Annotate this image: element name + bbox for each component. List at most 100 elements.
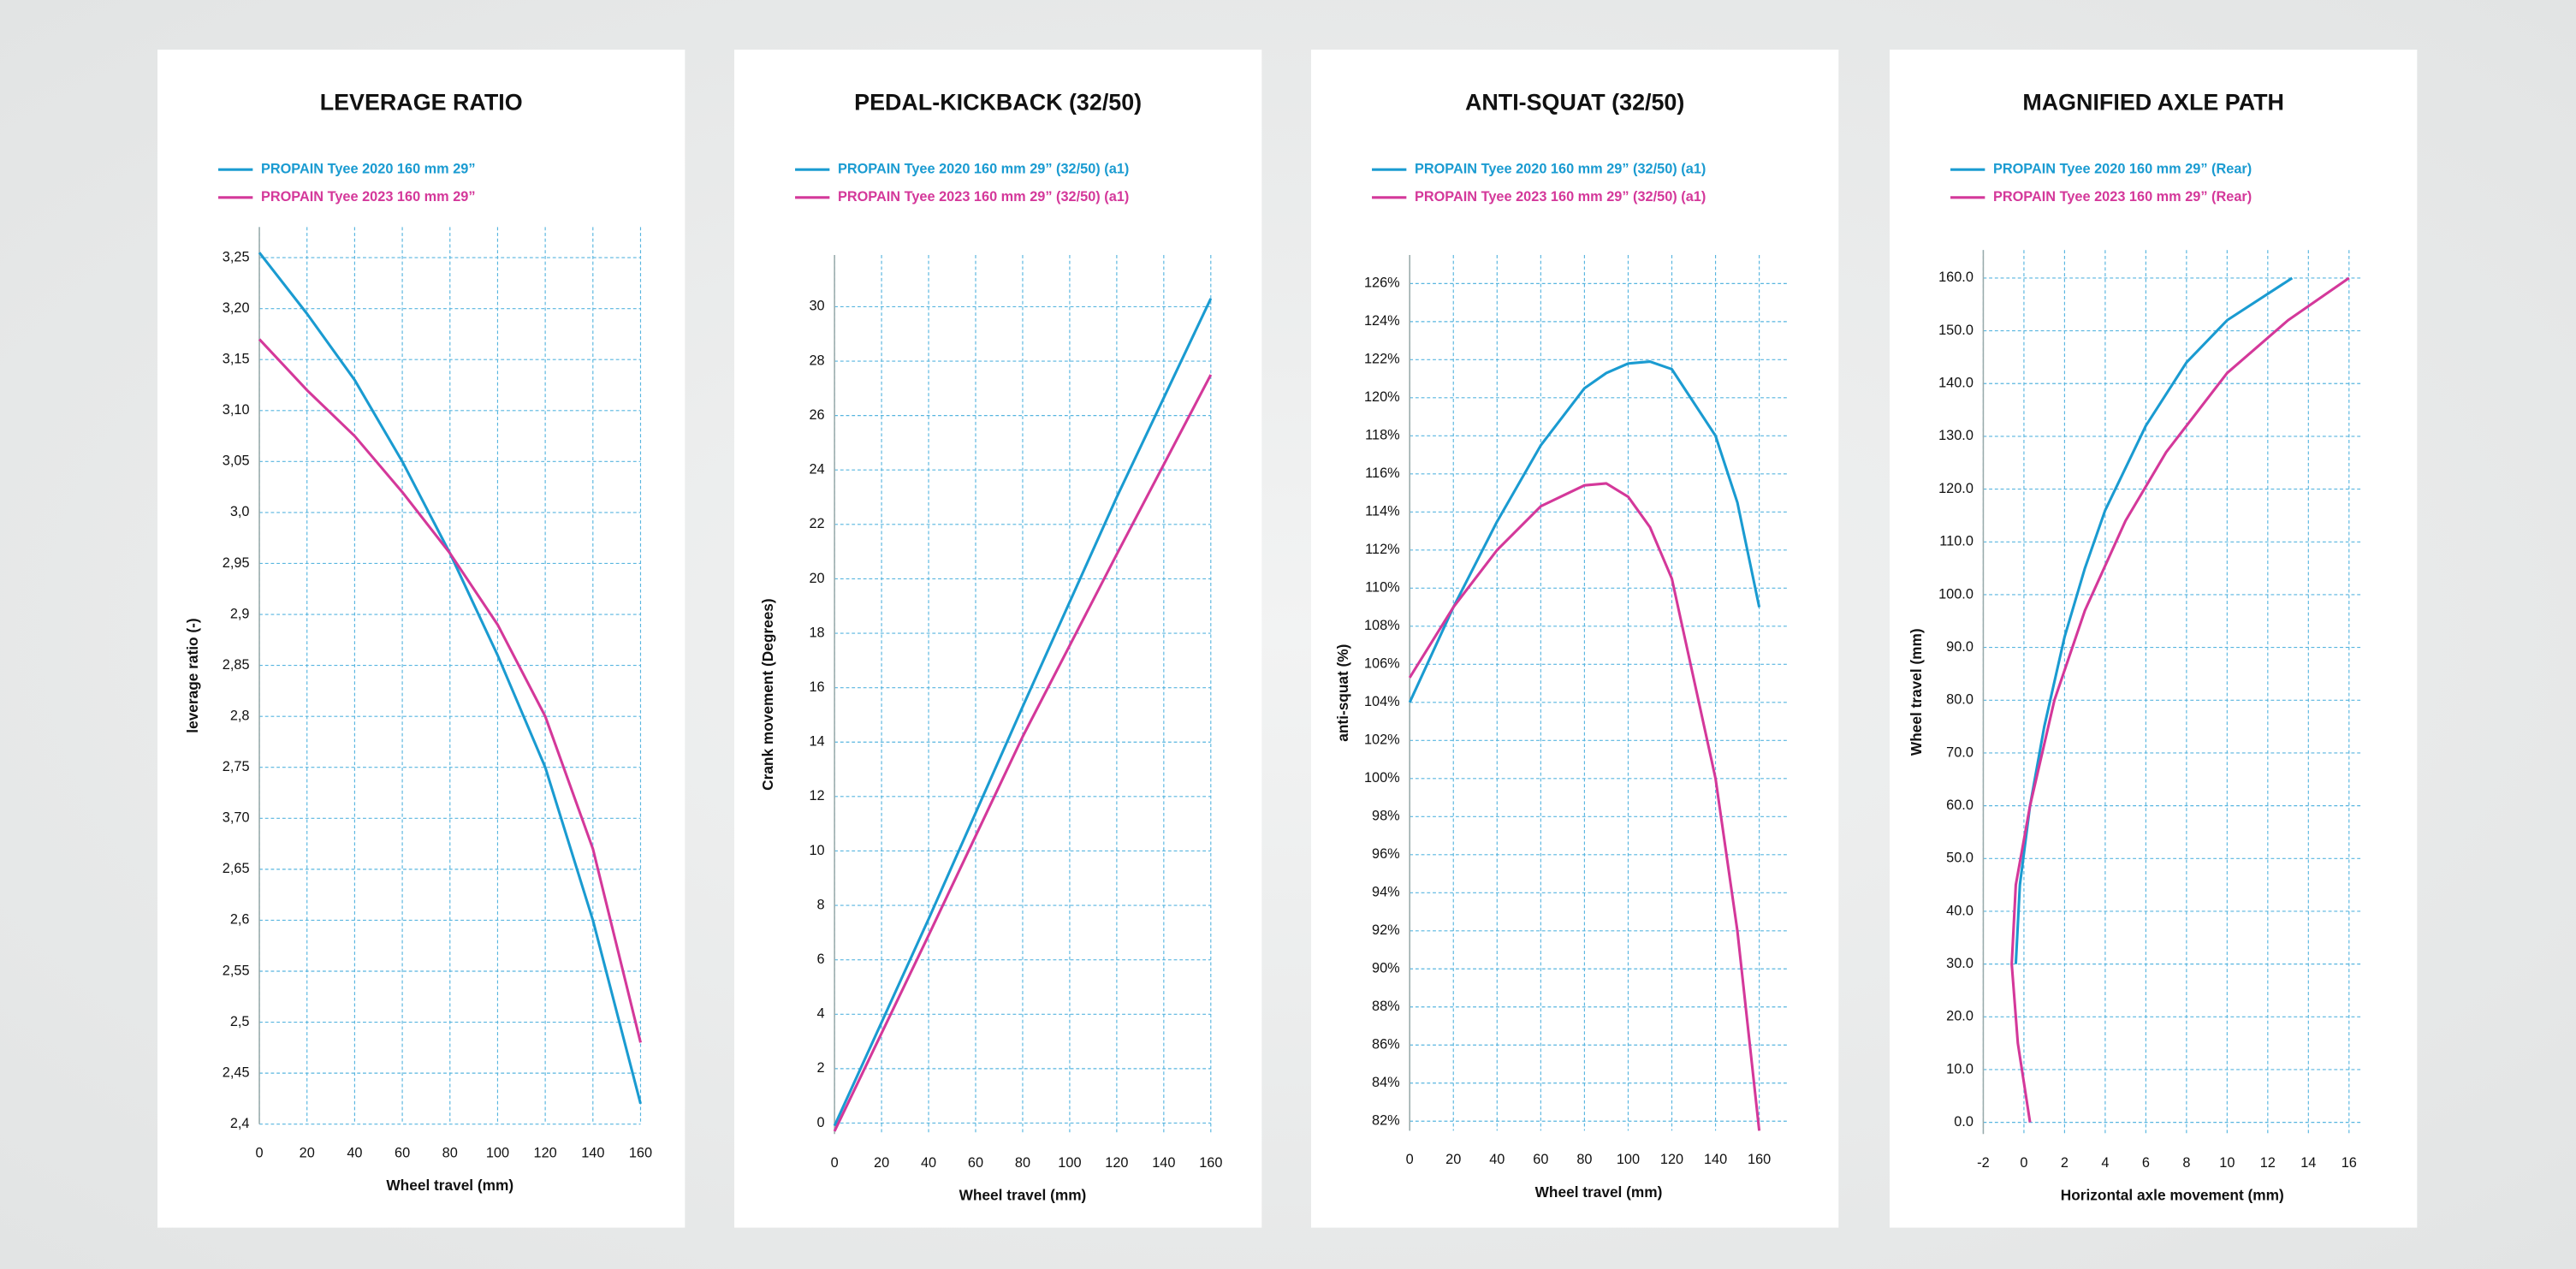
y-tick-label: 14 <box>809 734 824 750</box>
y-axis-label: Crank movement (Degrees) <box>759 598 776 791</box>
y-tick-label: 82% <box>1372 1113 1400 1129</box>
y-tick-label: 92% <box>1372 922 1400 938</box>
x-tick-label: 120 <box>534 1146 557 1161</box>
x-tick-label: 10 <box>2219 1155 2235 1171</box>
y-tick-label: 122% <box>1364 352 1400 367</box>
x-axis-label: Wheel travel (mm) <box>959 1187 1087 1204</box>
legend-label: PROPAIN Tyee 2023 160 mm 29” (Rear) <box>1993 189 2252 205</box>
y-tick-label: 2,9 <box>230 606 250 621</box>
y-tick-label: 0.0 <box>1954 1114 1974 1130</box>
y-tick-label: 20 <box>809 571 824 586</box>
y-tick-label: 160.0 <box>1938 270 1974 285</box>
series-line <box>258 338 642 1043</box>
x-tick-label: 20 <box>874 1155 889 1171</box>
x-tick-label: -2 <box>1977 1155 1990 1171</box>
chart-panel: LEVERAGE RATIO PROPAIN Tyee 2020 160 mm 2… <box>157 50 686 1228</box>
x-tick-label: 0 <box>2020 1155 2027 1171</box>
y-axis-label: Wheel travel (mm) <box>1908 628 1925 756</box>
y-tick-label: 88% <box>1372 999 1400 1014</box>
x-tick-label: 8 <box>2182 1155 2190 1171</box>
y-tick-label: 2,85 <box>223 657 250 673</box>
card <box>1890 50 2418 1228</box>
x-tick-label: 60 <box>968 1155 983 1171</box>
y-tick-label: 90.0 <box>1946 639 1974 655</box>
x-tick-label: 60 <box>395 1146 410 1161</box>
y-tick-label: 30 <box>809 299 824 314</box>
y-tick-label: 140.0 <box>1938 376 1974 391</box>
y-tick-label: 108% <box>1364 618 1400 633</box>
chart-panel: MAGNIFIED AXLE PATH PROPAIN Tyee 2020 160… <box>1890 50 2418 1228</box>
x-tick-label: 140 <box>1704 1152 1727 1167</box>
x-tick-label: 16 <box>2342 1155 2357 1171</box>
series-line <box>2014 276 2294 964</box>
y-tick-label: 60.0 <box>1946 798 1974 813</box>
x-tick-label: 20 <box>1445 1152 1461 1167</box>
y-tick-label: 2 <box>817 1060 825 1076</box>
y-tick-label: 3,0 <box>230 504 250 519</box>
x-tick-label: 40 <box>1489 1152 1505 1167</box>
y-tick-label: 110% <box>1365 580 1400 596</box>
y-tick-label: 120% <box>1364 389 1400 405</box>
y-tick-label: 6 <box>817 952 825 967</box>
x-tick-label: 80 <box>1576 1152 1592 1167</box>
y-tick-label: 2,55 <box>223 963 250 978</box>
y-tick-label: 106% <box>1364 656 1400 672</box>
y-tick-label: 98% <box>1372 809 1400 824</box>
y-tick-label: 30.0 <box>1946 956 1974 971</box>
y-tick-label: 4 <box>817 1006 825 1022</box>
x-tick-label: 160 <box>1199 1155 1222 1171</box>
legend-label: PROPAIN Tyee 2023 160 mm 29” <box>261 189 476 205</box>
y-tick-label: 150.0 <box>1938 323 1974 338</box>
y-tick-label: 94% <box>1372 885 1400 900</box>
x-tick-label: 0 <box>1406 1152 1414 1167</box>
y-tick-label: 3,15 <box>223 352 250 367</box>
y-tick-label: 114% <box>1365 504 1400 519</box>
x-tick-label: 6 <box>2142 1155 2150 1171</box>
y-tick-label: 96% <box>1372 846 1400 862</box>
y-tick-label: 3,05 <box>223 454 250 469</box>
series-line <box>833 374 1213 1132</box>
y-tick-label: 22 <box>809 516 824 531</box>
y-tick-label: 10.0 <box>1946 1061 1974 1076</box>
y-tick-label: 2,95 <box>223 555 250 571</box>
card <box>157 50 686 1228</box>
x-tick-label: 40 <box>347 1146 362 1161</box>
x-axis-label: Horizontal axle movement (mm) <box>2061 1187 2284 1204</box>
x-tick-label: 14 <box>2300 1155 2316 1171</box>
y-tick-label: 0 <box>817 1115 825 1130</box>
chart-title: ANTI-SQUAT (32/50) <box>1465 89 1684 115</box>
series-line <box>833 298 1213 1127</box>
y-tick-label: 124% <box>1364 313 1400 329</box>
x-axis-label: Wheel travel (mm) <box>386 1177 513 1194</box>
y-tick-label: 3,25 <box>223 249 250 264</box>
series-line <box>2010 276 2350 1123</box>
x-tick-label: 0 <box>831 1155 839 1171</box>
y-tick-label: 24 <box>809 462 824 477</box>
x-tick-label: 2 <box>2061 1155 2069 1171</box>
y-tick-label: 2,65 <box>223 861 250 876</box>
legend-label: PROPAIN Tyee 2020 160 mm 29” (Rear) <box>1993 161 2252 176</box>
x-tick-label: 20 <box>300 1146 315 1161</box>
legend-label: PROPAIN Tyee 2020 160 mm 29” <box>261 161 476 176</box>
legend-label: PROPAIN Tyee 2020 160 mm 29” (32/50) (a1… <box>838 161 1129 176</box>
y-tick-label: 86% <box>1372 1037 1400 1053</box>
y-tick-label: 120.0 <box>1938 481 1974 496</box>
x-tick-label: 80 <box>442 1146 458 1161</box>
y-tick-label: 2,75 <box>223 759 250 774</box>
chart-title: LEVERAGE RATIO <box>320 89 523 115</box>
y-tick-label: 70.0 <box>1946 744 1974 760</box>
y-tick-label: 28 <box>809 353 824 368</box>
y-tick-label: 80.0 <box>1946 692 1974 708</box>
x-tick-label: 12 <box>2260 1155 2276 1171</box>
x-tick-label: 160 <box>1748 1152 1771 1167</box>
y-tick-label: 40.0 <box>1946 903 1974 918</box>
chart-panel: ANTI-SQUAT (32/50) PROPAIN Tyee 2020 160 … <box>1311 50 1839 1228</box>
x-tick-label: 120 <box>1660 1152 1683 1167</box>
y-tick-label: 90% <box>1372 961 1400 976</box>
y-tick-label: 110.0 <box>1939 534 1974 549</box>
y-tick-label: 130.0 <box>1938 428 1974 443</box>
y-tick-label: 100.0 <box>1938 586 1974 602</box>
y-tick-label: 16 <box>809 679 824 695</box>
